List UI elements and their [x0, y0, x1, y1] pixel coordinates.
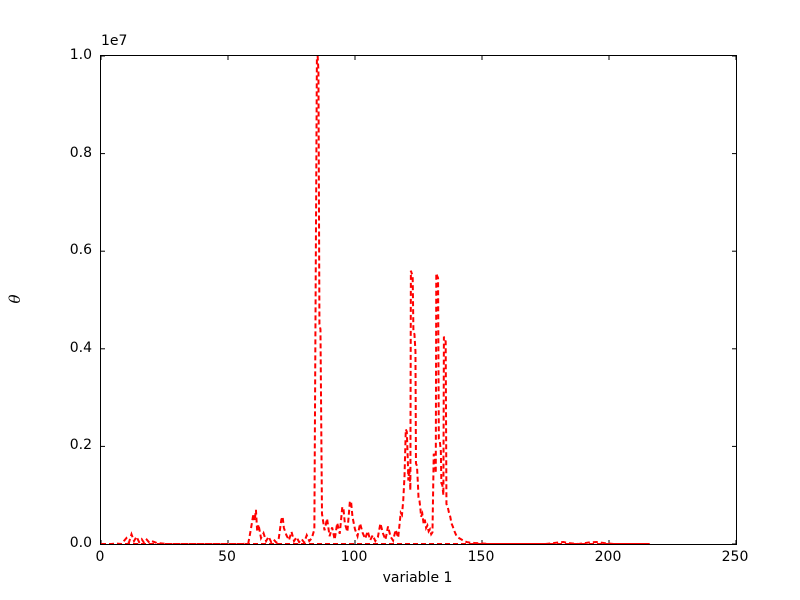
- y-tick-label: 0.0: [69, 535, 92, 551]
- y-axis-label-container: θ: [0, 55, 30, 543]
- x-axis-label: variable 1: [382, 570, 453, 586]
- plot-data-area: [101, 56, 736, 544]
- y-tick-label: 0.2: [69, 437, 92, 454]
- y-tick-label: 0.4: [69, 339, 92, 356]
- series-line: [101, 56, 650, 544]
- x-tick-label: 100: [340, 549, 368, 565]
- y-tick-label: 0.6: [69, 242, 92, 259]
- x-tick-label: 250: [721, 549, 749, 565]
- y-axis-tick-labels: 0.0 0.2 0.4 0.6 0.8 1.0: [30, 47, 92, 551]
- plot-axes: [100, 55, 737, 545]
- y-tick-label: 1.0: [69, 47, 92, 63]
- data-series-0: [101, 56, 650, 544]
- y-axis-offset-text: 1e7: [101, 33, 128, 49]
- x-tick-label: 50: [218, 549, 236, 565]
- x-axis-tick-labels: 0 50 100 150 200 250: [96, 549, 749, 569]
- y-tick-label: 0.8: [69, 144, 92, 161]
- x-tick-label: 0: [95, 549, 105, 565]
- x-tick-label: 150: [467, 549, 495, 565]
- y-axis-label: θ: [6, 294, 24, 304]
- x-tick-label: 200: [594, 549, 622, 565]
